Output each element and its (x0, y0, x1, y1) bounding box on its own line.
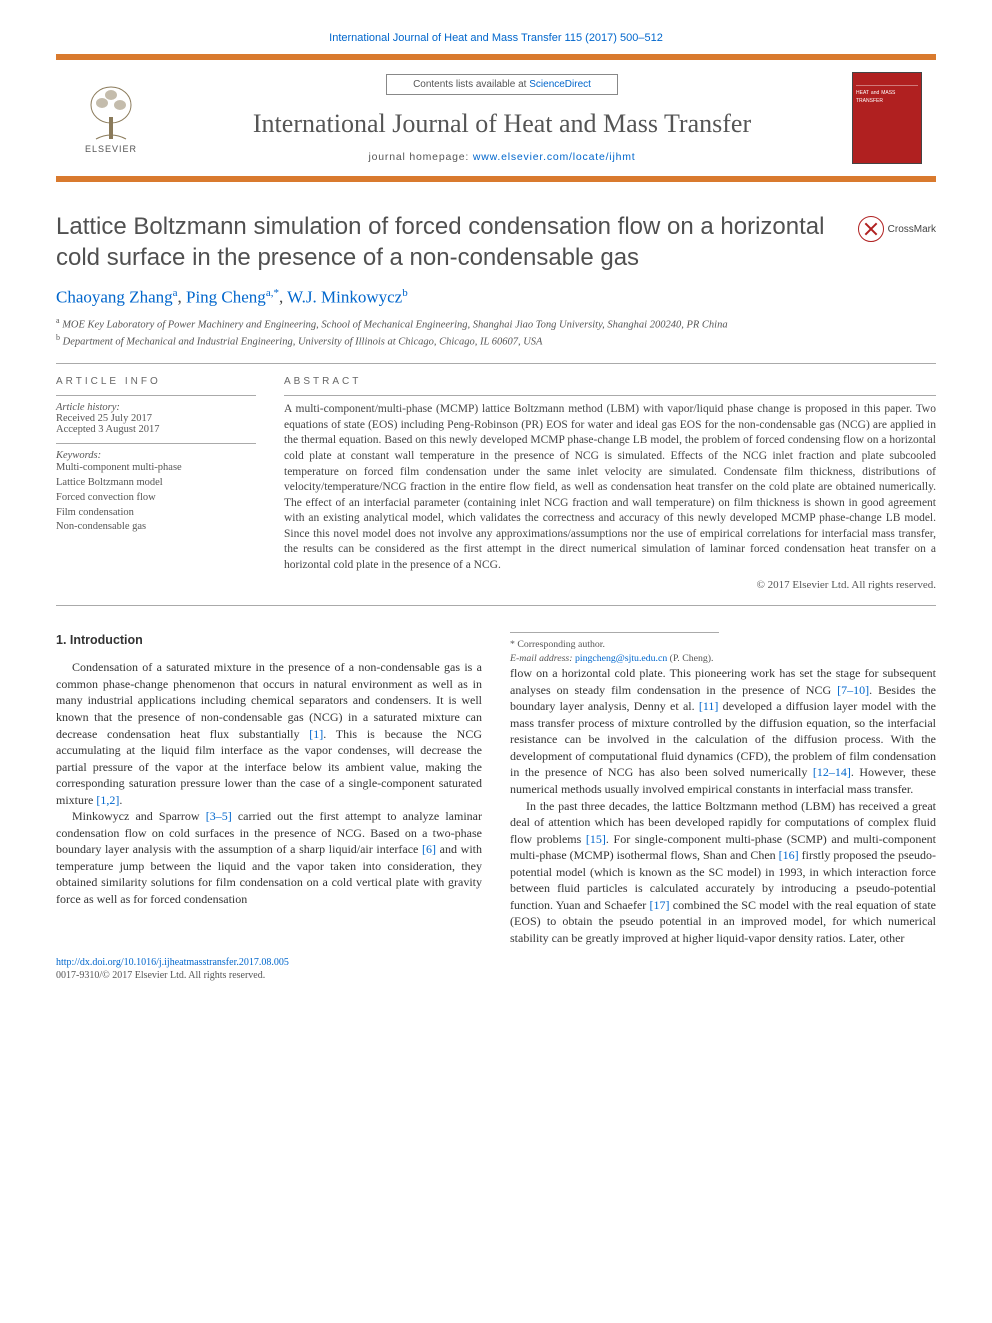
sep: , (279, 288, 287, 307)
history-heading: Article history: (56, 402, 256, 413)
affiliation-a: a MOE Key Laboratory of Power Machinery … (56, 316, 936, 333)
contents-available: Contents lists available at ScienceDirec… (386, 74, 618, 95)
citation-link[interactable]: International Journal of Heat and Mass T… (329, 32, 663, 44)
abstract-heading: ABSTRACT (284, 376, 936, 387)
affiliation-b-text: Department of Mechanical and Industrial … (63, 336, 543, 347)
journal-homepage: journal homepage: www.elsevier.com/locat… (369, 151, 636, 163)
cite-1-2[interactable]: [1,2] (96, 793, 119, 807)
issn-copyright: 0017-9310/© 2017 Elsevier Ltd. All right… (56, 970, 265, 981)
article-info-panel: ARTICLE INFO Article history: Received 2… (56, 376, 256, 591)
keyword: Film condensation (56, 506, 256, 521)
p2a: Minkowycz and Sparrow (72, 809, 206, 823)
author-3[interactable]: W.J. Minkowycz (287, 288, 402, 307)
abstract-copyright: © 2017 Elsevier Ltd. All rights reserved… (284, 579, 936, 591)
cite-16[interactable]: [16] (779, 848, 799, 862)
doi-link[interactable]: http://dx.doi.org/10.1016/j.ijheatmasstr… (56, 957, 289, 968)
affiliation-b: b Department of Mechanical and Industria… (56, 333, 936, 350)
para-1: Condensation of a saturated mixture in t… (56, 659, 482, 808)
publisher-logo: ELSEVIER (70, 72, 152, 164)
affiliation-a-text: MOE Key Laboratory of Power Machinery an… (62, 320, 727, 331)
cite-15[interactable]: [15] (586, 832, 606, 846)
homepage-link[interactable]: www.elsevier.com/locate/ijhmt (473, 151, 636, 163)
crossmark-label: CrossMark (888, 224, 936, 235)
keywords-list: Multi-component multi-phase Lattice Bolt… (56, 461, 256, 534)
cite-17[interactable]: [17] (650, 898, 670, 912)
article-title: Lattice Boltzmann simulation of forced c… (56, 212, 846, 273)
cite-6[interactable]: [6] (422, 842, 436, 856)
keyword: Forced convection flow (56, 491, 256, 506)
article-info-heading: ARTICLE INFO (56, 376, 256, 387)
email-label: E-mail address: (510, 653, 575, 664)
author-2[interactable]: Ping Cheng (186, 288, 266, 307)
history-accepted: Accepted 3 August 2017 (56, 424, 256, 435)
contents-prefix: Contents lists available at (413, 79, 529, 90)
author-2-aff: a,* (266, 287, 279, 299)
cite-12-14[interactable]: [12–14] (813, 765, 851, 779)
publisher-name: ELSEVIER (85, 144, 137, 154)
affiliations: a MOE Key Laboratory of Power Machinery … (56, 316, 936, 349)
keyword: Multi-component multi-phase (56, 461, 256, 476)
cover-word-mass: MASS (881, 90, 895, 96)
keyword: Non-condensable gas (56, 520, 256, 535)
footnote-block: * Corresponding author. E-mail address: … (510, 632, 719, 665)
p1c: . (119, 793, 122, 807)
journal-name: International Journal of Heat and Mass T… (253, 109, 751, 139)
para-2: Minkowycz and Sparrow [3–5] carried out … (56, 808, 482, 907)
para-4: In the past three decades, the lattice B… (510, 798, 936, 947)
journal-cover-thumbnail: HEAT and MASS TRANSFER (852, 72, 922, 164)
email-line: E-mail address: pingcheng@sjtu.edu.cn (P… (510, 652, 719, 666)
elsevier-tree-icon (84, 83, 138, 141)
history-received: Received 25 July 2017 (56, 413, 256, 424)
section-heading-intro: 1. Introduction (56, 632, 482, 649)
info-abstract-row: ARTICLE INFO Article history: Received 2… (56, 363, 936, 606)
cite-3-5[interactable]: [3–5] (206, 809, 232, 823)
cover-word-heat: HEAT (856, 90, 869, 96)
author-1[interactable]: Chaoyang Zhang (56, 288, 173, 307)
keywords-heading: Keywords: (56, 450, 256, 461)
authors-line: Chaoyang Zhanga, Ping Chenga,*, W.J. Min… (56, 287, 936, 308)
cite-1[interactable]: [1] (309, 727, 323, 741)
cite-7-10[interactable]: [7–10] (837, 683, 869, 697)
author-3-aff: b (402, 287, 408, 299)
para-3: flow on a horizontal cold plate. This pi… (510, 665, 936, 797)
homepage-prefix: journal homepage: (369, 151, 473, 163)
corresponding-author-note: * Corresponding author. (510, 638, 719, 652)
abstract-body: A multi-component/multi-phase (MCMP) lat… (284, 402, 936, 573)
sep: , (178, 288, 187, 307)
abstract-panel: ABSTRACT A multi-component/multi-phase (… (284, 376, 936, 591)
cover-word-transfer: TRANSFER (856, 98, 883, 104)
cite-11[interactable]: [11] (699, 699, 719, 713)
sciencedirect-link[interactable]: ScienceDirect (529, 79, 591, 90)
crossmark-icon (858, 216, 884, 242)
page-footer: http://dx.doi.org/10.1016/j.ijheatmasstr… (56, 956, 936, 982)
citation-header: International Journal of Heat and Mass T… (56, 32, 936, 44)
email-link[interactable]: pingcheng@sjtu.edu.cn (575, 653, 667, 664)
email-person: (P. Cheng). (667, 653, 713, 664)
crossmark-badge[interactable]: CrossMark (858, 216, 936, 242)
journal-masthead: ELSEVIER Contents lists available at Sci… (56, 54, 936, 182)
keyword: Lattice Boltzmann model (56, 476, 256, 491)
cover-word-and: and (871, 90, 879, 96)
article-title-block: Lattice Boltzmann simulation of forced c… (56, 212, 936, 273)
article-body: 1. Introduction Condensation of a satura… (56, 632, 936, 946)
masthead-center: Contents lists available at ScienceDirec… (170, 74, 834, 163)
